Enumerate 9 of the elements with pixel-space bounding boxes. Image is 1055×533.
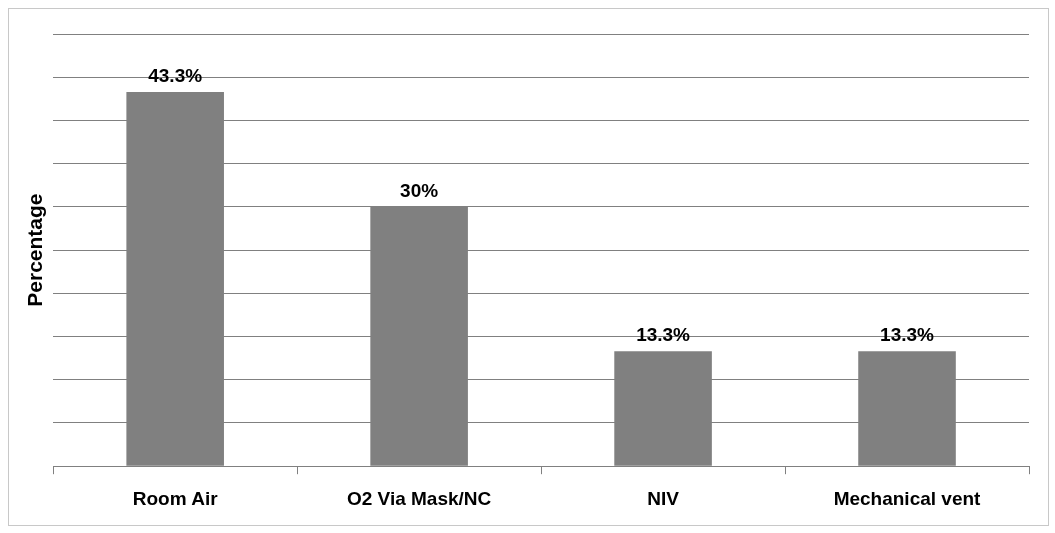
- x-tick-label: Mechanical vent: [833, 487, 982, 509]
- data-label: 13.3%: [636, 323, 691, 345]
- data-label: 43.3%: [148, 64, 203, 86]
- data-label: 30%: [400, 179, 439, 201]
- data-label: 13.3%: [880, 323, 935, 345]
- x-tick-label: Room Air: [132, 487, 219, 509]
- y-axis-title: Percentage: [23, 193, 47, 307]
- x-tick-label: NIV: [647, 487, 680, 509]
- x-tick-label: O2 Via Mask/NC: [346, 487, 492, 509]
